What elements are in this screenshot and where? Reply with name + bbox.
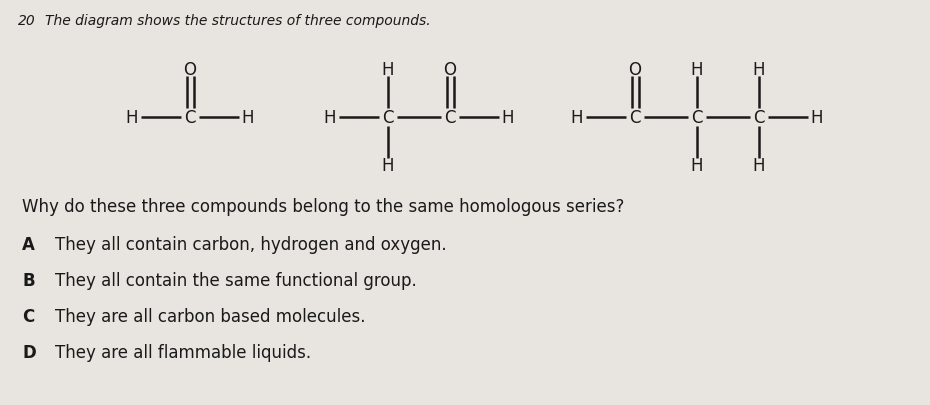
Text: 20: 20 bbox=[18, 14, 35, 28]
Text: O: O bbox=[629, 61, 642, 79]
Text: C: C bbox=[630, 109, 641, 127]
Text: Why do these three compounds belong to the same homologous series?: Why do these three compounds belong to t… bbox=[22, 198, 624, 215]
Text: H: H bbox=[571, 109, 583, 127]
Text: C: C bbox=[445, 109, 456, 127]
Text: H: H bbox=[811, 109, 823, 127]
Text: C: C bbox=[22, 307, 34, 325]
Text: H: H bbox=[381, 157, 394, 175]
Text: C: C bbox=[184, 109, 195, 127]
Text: O: O bbox=[444, 61, 457, 79]
Text: H: H bbox=[381, 61, 394, 79]
Text: They are all carbon based molecules.: They are all carbon based molecules. bbox=[55, 307, 365, 325]
Text: H: H bbox=[502, 109, 514, 127]
Text: H: H bbox=[126, 109, 139, 127]
Text: D: D bbox=[22, 343, 35, 361]
Text: H: H bbox=[324, 109, 337, 127]
Text: They are all flammable liquids.: They are all flammable liquids. bbox=[55, 343, 312, 361]
Text: O: O bbox=[183, 61, 196, 79]
Text: H: H bbox=[691, 61, 703, 79]
Text: H: H bbox=[752, 61, 765, 79]
Text: B: B bbox=[22, 271, 34, 289]
Text: A: A bbox=[22, 235, 35, 254]
Text: H: H bbox=[242, 109, 254, 127]
Text: The diagram shows the structures of three compounds.: The diagram shows the structures of thre… bbox=[45, 14, 431, 28]
Text: C: C bbox=[691, 109, 703, 127]
Text: They all contain the same functional group.: They all contain the same functional gro… bbox=[55, 271, 417, 289]
Text: H: H bbox=[691, 157, 703, 175]
Text: They all contain carbon, hydrogen and oxygen.: They all contain carbon, hydrogen and ox… bbox=[55, 235, 446, 254]
Text: C: C bbox=[382, 109, 393, 127]
Text: H: H bbox=[752, 157, 765, 175]
Text: C: C bbox=[753, 109, 764, 127]
